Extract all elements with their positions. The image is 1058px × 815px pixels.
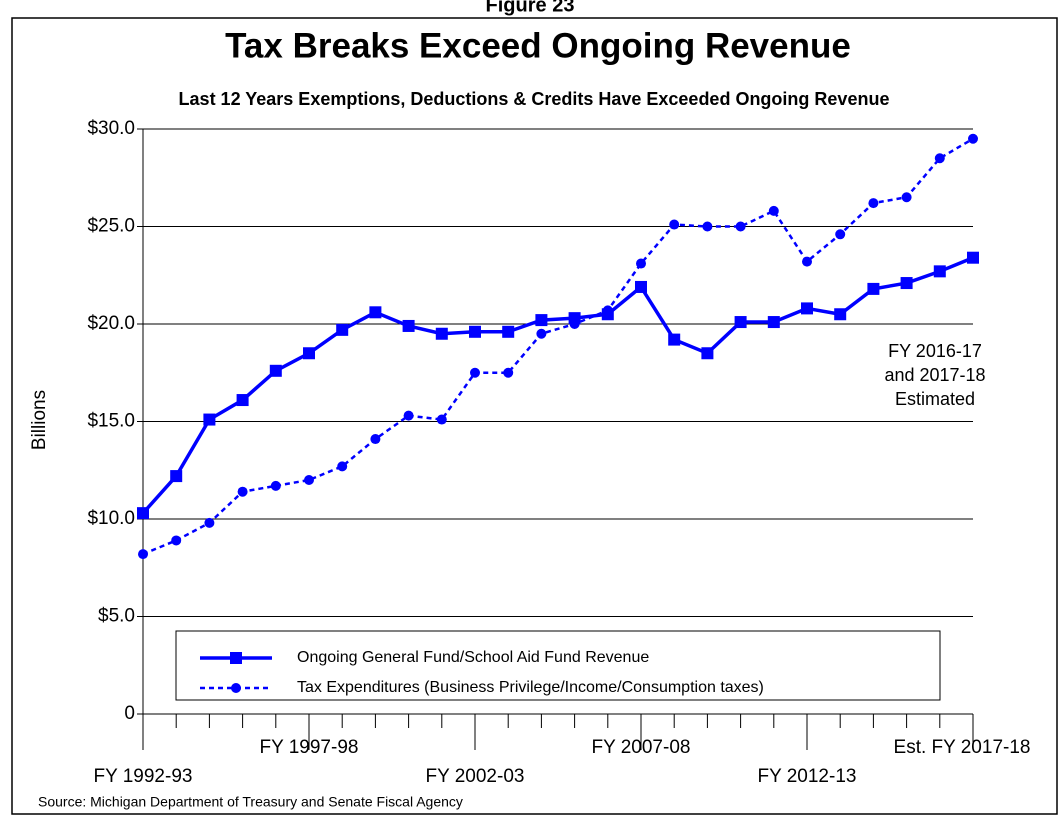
x-tick-label: Est. FY 2017-18: [894, 737, 1031, 758]
point: [369, 306, 382, 319]
x-tick-label: FY 1992-93: [94, 766, 193, 787]
point: [834, 308, 847, 321]
point: [470, 367, 480, 378]
point: [436, 414, 447, 425]
point: [170, 470, 183, 483]
point: [204, 517, 215, 528]
point: [269, 364, 282, 377]
point: [602, 305, 613, 316]
point: [702, 221, 713, 232]
figure-label: Figure 23: [486, 0, 575, 16]
legend-marker: [230, 652, 242, 664]
point: [767, 316, 780, 329]
chart-title: Tax Breaks Exceed Ongoing Revenue: [225, 26, 851, 65]
point: [768, 205, 779, 216]
point: [237, 486, 248, 497]
point: [503, 367, 514, 378]
point: [968, 133, 978, 144]
point: [402, 319, 415, 332]
chart-subtitle: Last 12 Years Exemptions, Deductions & C…: [179, 89, 890, 109]
annotation: FY 2016-17: [888, 341, 982, 361]
point: [303, 347, 315, 360]
x-tick-label: FY 2002-03: [426, 766, 525, 787]
point: [203, 413, 216, 426]
point: [801, 302, 813, 315]
point: [901, 192, 912, 203]
x-tick-label: FY 2007-08: [592, 737, 691, 758]
point: [337, 461, 348, 472]
point: [868, 198, 879, 209]
source: Source: Michigan Department of Treasury …: [38, 794, 463, 810]
point: [933, 265, 946, 278]
point: [304, 475, 314, 485]
annotation: Estimated: [895, 389, 975, 409]
point: [138, 549, 148, 560]
point: [270, 480, 281, 491]
legend-marker: [231, 683, 241, 693]
point: [502, 325, 515, 338]
point: [370, 434, 381, 445]
point: [734, 316, 747, 329]
point: [835, 229, 846, 240]
point: [236, 394, 249, 407]
point: [669, 219, 680, 230]
point: [735, 221, 746, 232]
point: [867, 282, 880, 295]
point: [701, 347, 714, 360]
y-tick-label: $15.0: [87, 411, 135, 432]
point: [934, 153, 945, 164]
x-tick-label: FY 2012-13: [758, 766, 857, 787]
point: [900, 277, 913, 290]
frame: [11, 17, 1058, 815]
y-tick-label: $5.0: [98, 606, 135, 627]
point: [569, 319, 580, 329]
y-tick-label: 0: [124, 703, 135, 724]
point: [435, 327, 448, 340]
point: [635, 280, 647, 293]
y-tick-label: $10.0: [87, 508, 135, 529]
point: [336, 323, 349, 336]
point: [403, 410, 414, 421]
point: [469, 325, 481, 338]
annotation: and 2017-18: [884, 365, 985, 385]
point: [171, 535, 182, 546]
series-line: [142, 137, 974, 556]
y-tick-label: $30.0: [87, 118, 135, 139]
legend-label: Tax Expenditures (Business Privilege/Inc…: [297, 679, 764, 696]
point: [536, 328, 547, 339]
y-tick-label: $25.0: [87, 216, 135, 237]
series-line: [141, 256, 974, 515]
point: [535, 314, 548, 327]
point: [967, 251, 979, 264]
legend: [175, 630, 941, 701]
point: [802, 256, 812, 267]
point: [137, 507, 149, 520]
x-tick-label: FY 1997-98: [260, 737, 359, 758]
y-tick-label: $20.0: [87, 313, 135, 334]
y-axis-label: Billions: [29, 390, 50, 450]
point: [636, 258, 646, 269]
legend-label: Ongoing General Fund/School Aid Fund Rev…: [297, 649, 649, 666]
point: [668, 333, 681, 346]
